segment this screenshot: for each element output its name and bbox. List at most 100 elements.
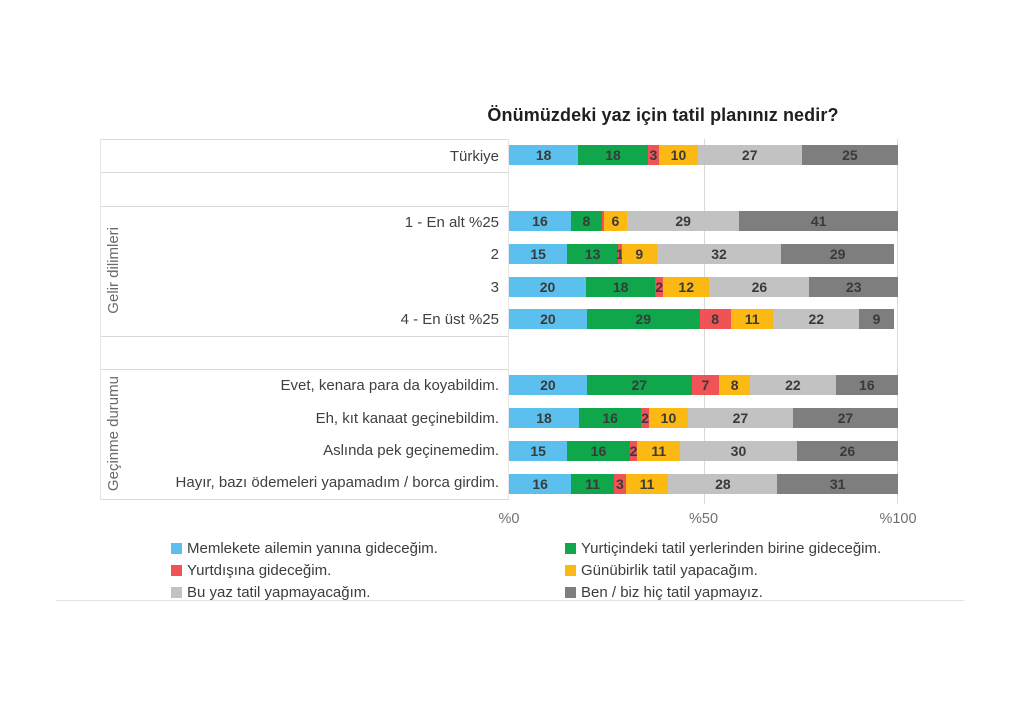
bar-value-label: 31	[829, 475, 846, 492]
stacked-bar: 18 18 3 10 27 25	[509, 145, 898, 166]
legend-item: Ben / biz hiç tatil yapmayız.	[565, 584, 881, 601]
bar-value-label: 26	[839, 442, 856, 459]
bar-value-label: 32	[711, 245, 727, 262]
category-label-text: Eh, kıt kanaat geçinebildim.	[315, 409, 499, 427]
bar-segment: 31	[777, 473, 898, 494]
bar-value-label: 16	[602, 409, 618, 426]
bar-value-label: 20	[540, 377, 556, 394]
category-label-text: Türkiye	[449, 147, 499, 165]
bar-value-label: 2	[655, 278, 664, 295]
bar-value-label: 18	[605, 147, 621, 164]
bar-row: 16 11 3 11 28 31	[509, 467, 898, 500]
bar-value-label: 3	[649, 147, 658, 164]
category-label-text: Aslında pek geçinemedim.	[323, 442, 499, 460]
bar-segment: 3	[647, 145, 660, 166]
legend-item: Günübirlik tatil yapacağım.	[565, 562, 881, 579]
bar-segment: 20	[509, 276, 587, 297]
category-label: Aslında pek geçinemedim.	[101, 434, 508, 466]
legend-label: Memlekete ailemin yanına gideceğim.	[187, 540, 438, 557]
stacked-bar: 20 29 8 11 22 9	[509, 309, 898, 330]
bar-segment: 1	[616, 243, 624, 264]
category-label: 1 - En alt %25	[101, 205, 508, 239]
bar-value-label: 29	[829, 245, 846, 262]
category-label-text: Evet, kenara para da koyabildim.	[280, 377, 499, 395]
group-label-text: Gelir dilimleri	[104, 226, 122, 314]
category-label-text: 3	[490, 278, 499, 296]
bar-value-label: 16	[590, 442, 607, 459]
bar-value-label: 12	[678, 278, 694, 295]
bar-value-label: 16	[532, 475, 548, 492]
bar-value-label: 27	[631, 377, 648, 394]
bar-segment: 18	[578, 145, 648, 166]
bar-value-label: 11	[744, 311, 760, 328]
bar-segment: 26	[796, 440, 898, 461]
bar-segment: 20	[509, 309, 587, 330]
bar-segment: 16	[579, 407, 642, 428]
bar-value-label: 3	[615, 475, 624, 492]
bar-value-label: 7	[701, 377, 710, 394]
stacked-bar: 15 16 2 11 30 26	[509, 440, 898, 461]
bar-segment	[601, 211, 604, 232]
bar-value-label: 13	[584, 245, 601, 262]
category-label: Eh, kıt kanaat geçinebildim.	[101, 402, 508, 434]
bar-segment: 26	[709, 276, 810, 297]
legend-item: Bu yaz tatil yapmayacağım.	[171, 584, 565, 601]
bar-value-label: 10	[670, 147, 687, 164]
category-label-text: 4 - En üst %25	[400, 310, 499, 328]
bar-segment: 41	[739, 211, 898, 232]
legend-item: Memlekete ailemin yanına gideceğim.	[171, 540, 565, 557]
bar-segment: 3	[614, 473, 626, 494]
legend-swatch-icon	[565, 543, 576, 554]
category-label-text: 1 - En alt %25	[404, 214, 499, 232]
bar-segment: 12	[663, 276, 710, 297]
category-label: Evet, kenara para da koyabildim.	[101, 368, 508, 402]
bar-value-label: 30	[730, 442, 747, 459]
legend: Memlekete ailemin yanına gideceğim. Yurti…	[171, 540, 881, 601]
bar-value-label: 2	[629, 442, 638, 459]
bar-segment: 7	[691, 375, 720, 396]
legend-swatch-icon	[565, 565, 576, 576]
bar-value-label: 18	[612, 278, 629, 295]
bar-segment: 8	[570, 211, 602, 232]
stacked-bar: 16 8 6 29 41	[509, 211, 898, 232]
bar-segment: 16	[567, 440, 630, 461]
bar-segment: 20	[509, 375, 587, 396]
category-label: 2	[101, 239, 508, 271]
legend-label: Yurtiçindeki tatil yerlerinden birine gi…	[581, 540, 882, 557]
category-label: 3	[101, 271, 508, 303]
category-label: 4 - En üst %25	[101, 303, 508, 335]
bar-segment: 18	[509, 407, 580, 428]
bar-value-label: 18	[535, 147, 552, 164]
bar-value-label: 20	[539, 278, 556, 295]
bar-row: 15 16 2 11 30 26	[509, 434, 898, 467]
bar-value-label: 23	[845, 278, 862, 295]
bar-value-label: 27	[837, 409, 854, 426]
bar-segment: 16	[509, 473, 572, 494]
bar-segment: 30	[680, 440, 797, 461]
bar-value-label: 11	[585, 475, 601, 492]
category-label-text: Hayır, bazı ödemeleri yapamadım / borca …	[175, 474, 499, 492]
bar-segment: 22	[773, 309, 860, 330]
legend-item: Yurtdışına gideceğim.	[171, 562, 565, 579]
x-tick-label: %50	[688, 511, 719, 527]
bar-segment: 2	[629, 440, 638, 461]
bar-segment: 8	[719, 375, 751, 396]
label-row-gap	[101, 335, 508, 369]
bar-row: 15 13 1 9 32 29	[509, 237, 898, 270]
bar-segment: 11	[625, 473, 669, 494]
bar-segment: 2	[655, 276, 664, 297]
bar-segment: 28	[668, 473, 778, 494]
bar-segment: 10	[659, 145, 698, 166]
bar-segment: 11	[637, 440, 681, 461]
legend-label: Bu yaz tatil yapmayacağım.	[187, 584, 371, 601]
bar-value-label: 11	[651, 442, 667, 459]
bar-row: 20 29 8 11 22 9	[509, 303, 898, 336]
bar-value-label: 18	[536, 409, 552, 426]
bar-segment: 2	[641, 407, 649, 428]
stacked-bar: 20 18 2 12 26 23	[509, 276, 898, 297]
bottom-divider-line	[56, 600, 964, 601]
bar-segment: 27	[697, 145, 802, 166]
bar-value-label: 27	[741, 147, 758, 164]
bar-value-label: 8	[582, 213, 591, 230]
bar-value-label: 16	[532, 213, 548, 230]
